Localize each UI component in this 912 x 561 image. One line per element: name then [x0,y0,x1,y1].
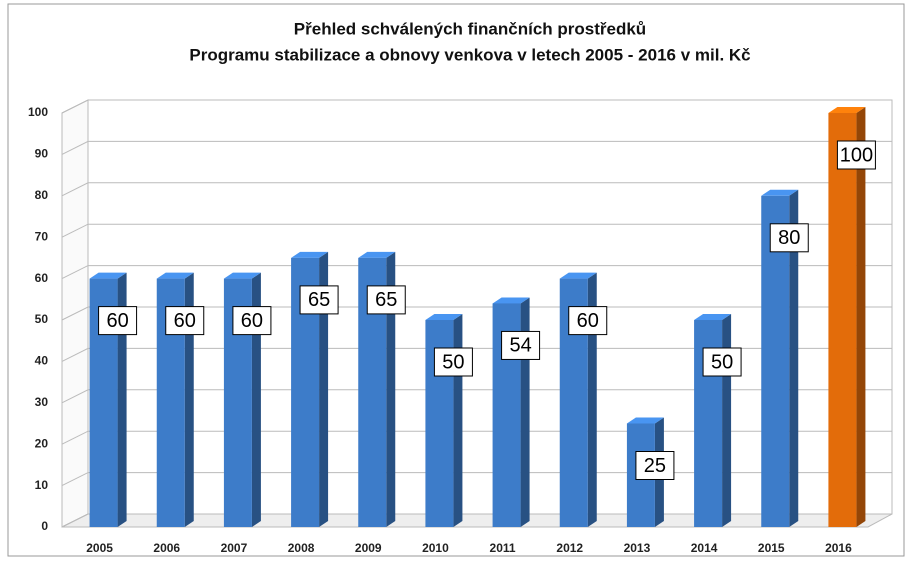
value-label: 100 [840,144,873,166]
y-tick-label: 40 [35,354,49,368]
y-tick-label: 30 [35,395,49,409]
value-label: 80 [778,227,800,249]
value-label-box [635,451,675,480]
bar-side [587,272,597,527]
x-tick-label: 2011 [490,541,516,555]
grid-line [61,513,892,528]
x-tick-label: 2006 [153,541,180,555]
bar-group [291,251,329,527]
grid-line [61,99,892,114]
value-label: 54 [509,335,531,357]
grid-line [61,182,892,197]
bar-side [789,189,799,528]
bar-top [425,314,463,320]
bar-group [425,314,463,527]
bar-side [722,314,732,527]
x-tick-label: 2016 [825,541,852,555]
bar-side [184,272,194,527]
y-tick-label: 70 [35,229,49,243]
value-label-box [501,330,541,360]
bar-side [117,272,127,527]
chart-title: Přehled schválených finančních prostředk… [294,19,646,38]
grid-line [61,347,892,362]
value-label: 65 [308,289,330,311]
x-tick-label: 2005 [86,541,113,555]
bar-side [856,107,866,527]
value-label-box [836,140,876,170]
y-tick-label: 90 [35,147,49,161]
grid-line [61,430,892,445]
value-label-box [232,306,272,336]
bar-top [223,272,261,279]
y-tick-label: 100 [28,105,48,119]
x-tick-label: 2015 [758,541,785,555]
value-label-box [98,306,138,336]
bar-top [694,314,732,320]
value-label: 60 [106,310,128,332]
bar-top [828,107,866,113]
bar-top [559,272,597,279]
grid-line [61,223,892,238]
bar-top [761,189,799,196]
value-label: 50 [711,351,733,373]
value-label-box [568,306,608,336]
value-label-box [702,347,742,377]
bar-top [358,251,396,258]
x-tick-label: 2009 [355,541,382,555]
bar-top [89,272,127,279]
x-tick-label: 2012 [556,541,583,555]
value-label-box [366,285,406,315]
value-label: 60 [241,310,263,332]
bar [828,113,857,527]
x-tick-label: 2010 [422,541,449,555]
value-label-box [299,285,339,315]
y-tick-label: 60 [35,271,49,285]
bar-side [386,251,396,527]
bar-side [453,314,463,527]
y-tick-label: 0 [41,519,48,533]
x-tick-label: 2013 [624,541,651,555]
bar-top [492,297,530,304]
value-label-box [433,347,473,377]
y-tick-label: 10 [35,478,49,492]
bar-group [828,107,866,527]
grid-line [61,306,892,321]
x-tick-label: 2008 [288,541,315,555]
value-label: 60 [174,310,196,332]
bar-top [626,417,664,424]
grid-line [61,265,892,280]
bar-side [251,272,261,527]
value-label-box [769,223,809,253]
grid-line [61,389,892,404]
bar-top [291,251,329,258]
value-label-box [165,306,205,336]
y-tick-label: 80 [35,188,49,202]
value-label: 25 [644,455,666,477]
x-tick-label: 2007 [221,541,248,555]
value-label: 60 [577,310,599,332]
value-label: 65 [375,289,397,311]
x-tick-label: 2014 [691,541,718,555]
grid-line [61,140,892,155]
y-tick-label: 20 [35,436,49,450]
bar-side [319,251,329,527]
value-label: 50 [442,351,464,373]
bar-group [694,314,732,527]
grid-line [61,472,892,487]
chart-title: Programu stabilizace a obnovy venkova v … [189,45,750,64]
bar-top [156,272,194,279]
y-tick-label: 50 [35,312,49,326]
